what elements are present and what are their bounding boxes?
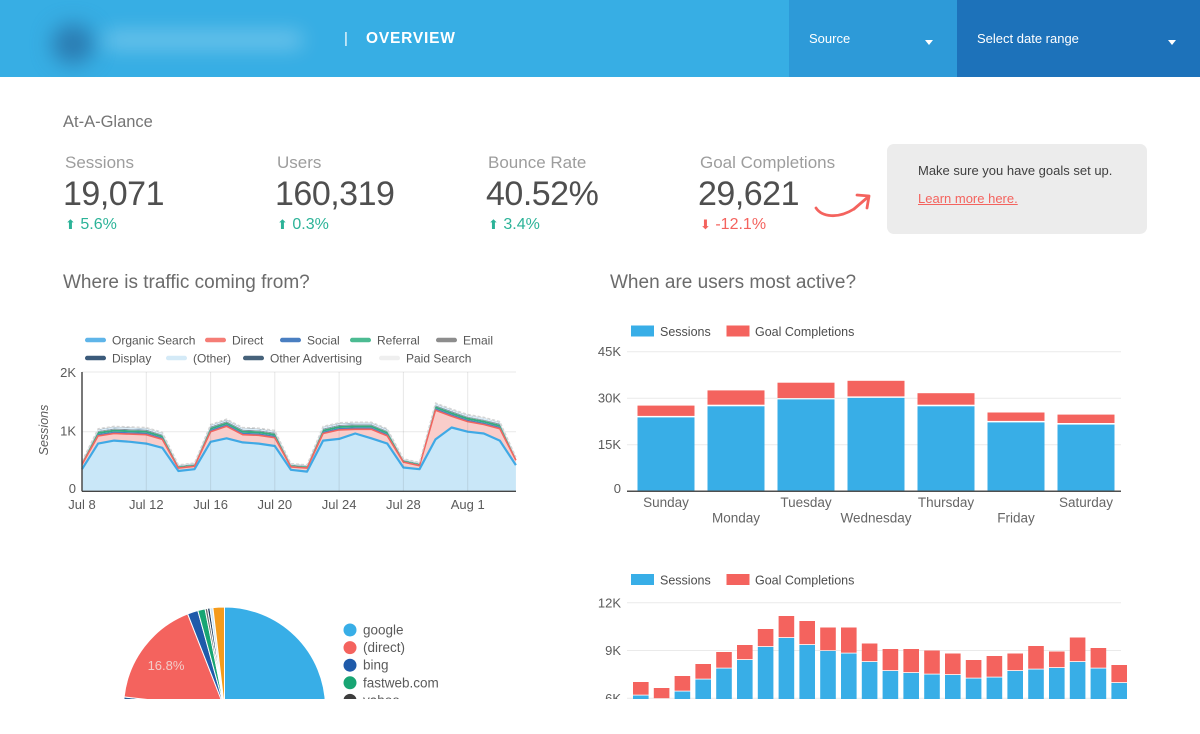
svg-text:Jul 12: Jul 12	[129, 497, 164, 512]
svg-text:0: 0	[69, 481, 76, 496]
svg-text:Sessions: Sessions	[660, 574, 711, 588]
svg-text:Organic Search: Organic Search	[112, 334, 195, 348]
svg-text:Display: Display	[112, 352, 151, 366]
svg-text:Sessions: Sessions	[660, 325, 711, 339]
svg-text:16.8%: 16.8%	[148, 658, 185, 673]
svg-text:fastweb.com: fastweb.com	[363, 675, 439, 690]
svg-text:30K: 30K	[598, 391, 621, 406]
svg-text:Sunday: Sunday	[643, 495, 689, 510]
svg-text:Friday: Friday	[997, 511, 1035, 526]
svg-text:45K: 45K	[598, 344, 621, 359]
svg-text:Social: Social	[307, 334, 340, 348]
svg-text:Jul 28: Jul 28	[386, 497, 421, 512]
svg-text:Jul 16: Jul 16	[193, 497, 228, 512]
svg-text:1K: 1K	[60, 424, 76, 439]
svg-text:2K: 2K	[60, 365, 76, 380]
svg-text:12K: 12K	[598, 595, 621, 610]
svg-text:Aug 1: Aug 1	[451, 497, 485, 512]
svg-text:Thursday: Thursday	[918, 495, 975, 510]
svg-text:Goal Completions: Goal Completions	[755, 574, 854, 588]
svg-text:Referral: Referral	[377, 334, 420, 348]
svg-text:15K: 15K	[598, 437, 621, 452]
svg-text:Monday: Monday	[712, 511, 760, 526]
svg-text:Jul 24: Jul 24	[322, 497, 357, 512]
svg-text:bing: bing	[363, 658, 389, 673]
svg-text:Jul 8: Jul 8	[68, 497, 95, 512]
svg-text:Sessions: Sessions	[37, 405, 51, 456]
svg-text:Jul 20: Jul 20	[257, 497, 292, 512]
svg-text:Goal Completions: Goal Completions	[755, 325, 854, 339]
svg-text:Saturday: Saturday	[1059, 495, 1113, 510]
svg-text:Other Advertising: Other Advertising	[270, 352, 362, 366]
svg-text:Paid Search: Paid Search	[406, 352, 471, 366]
svg-text:google: google	[363, 623, 404, 638]
svg-text:Direct: Direct	[232, 334, 264, 348]
svg-text:Email: Email	[463, 334, 493, 348]
svg-text:9K: 9K	[605, 643, 621, 658]
svg-text:(direct): (direct)	[363, 640, 405, 655]
svg-text:0: 0	[614, 481, 621, 496]
svg-text:Tuesday: Tuesday	[780, 495, 832, 510]
svg-text:(Other): (Other)	[193, 352, 231, 366]
svg-text:Wednesday: Wednesday	[840, 511, 911, 526]
